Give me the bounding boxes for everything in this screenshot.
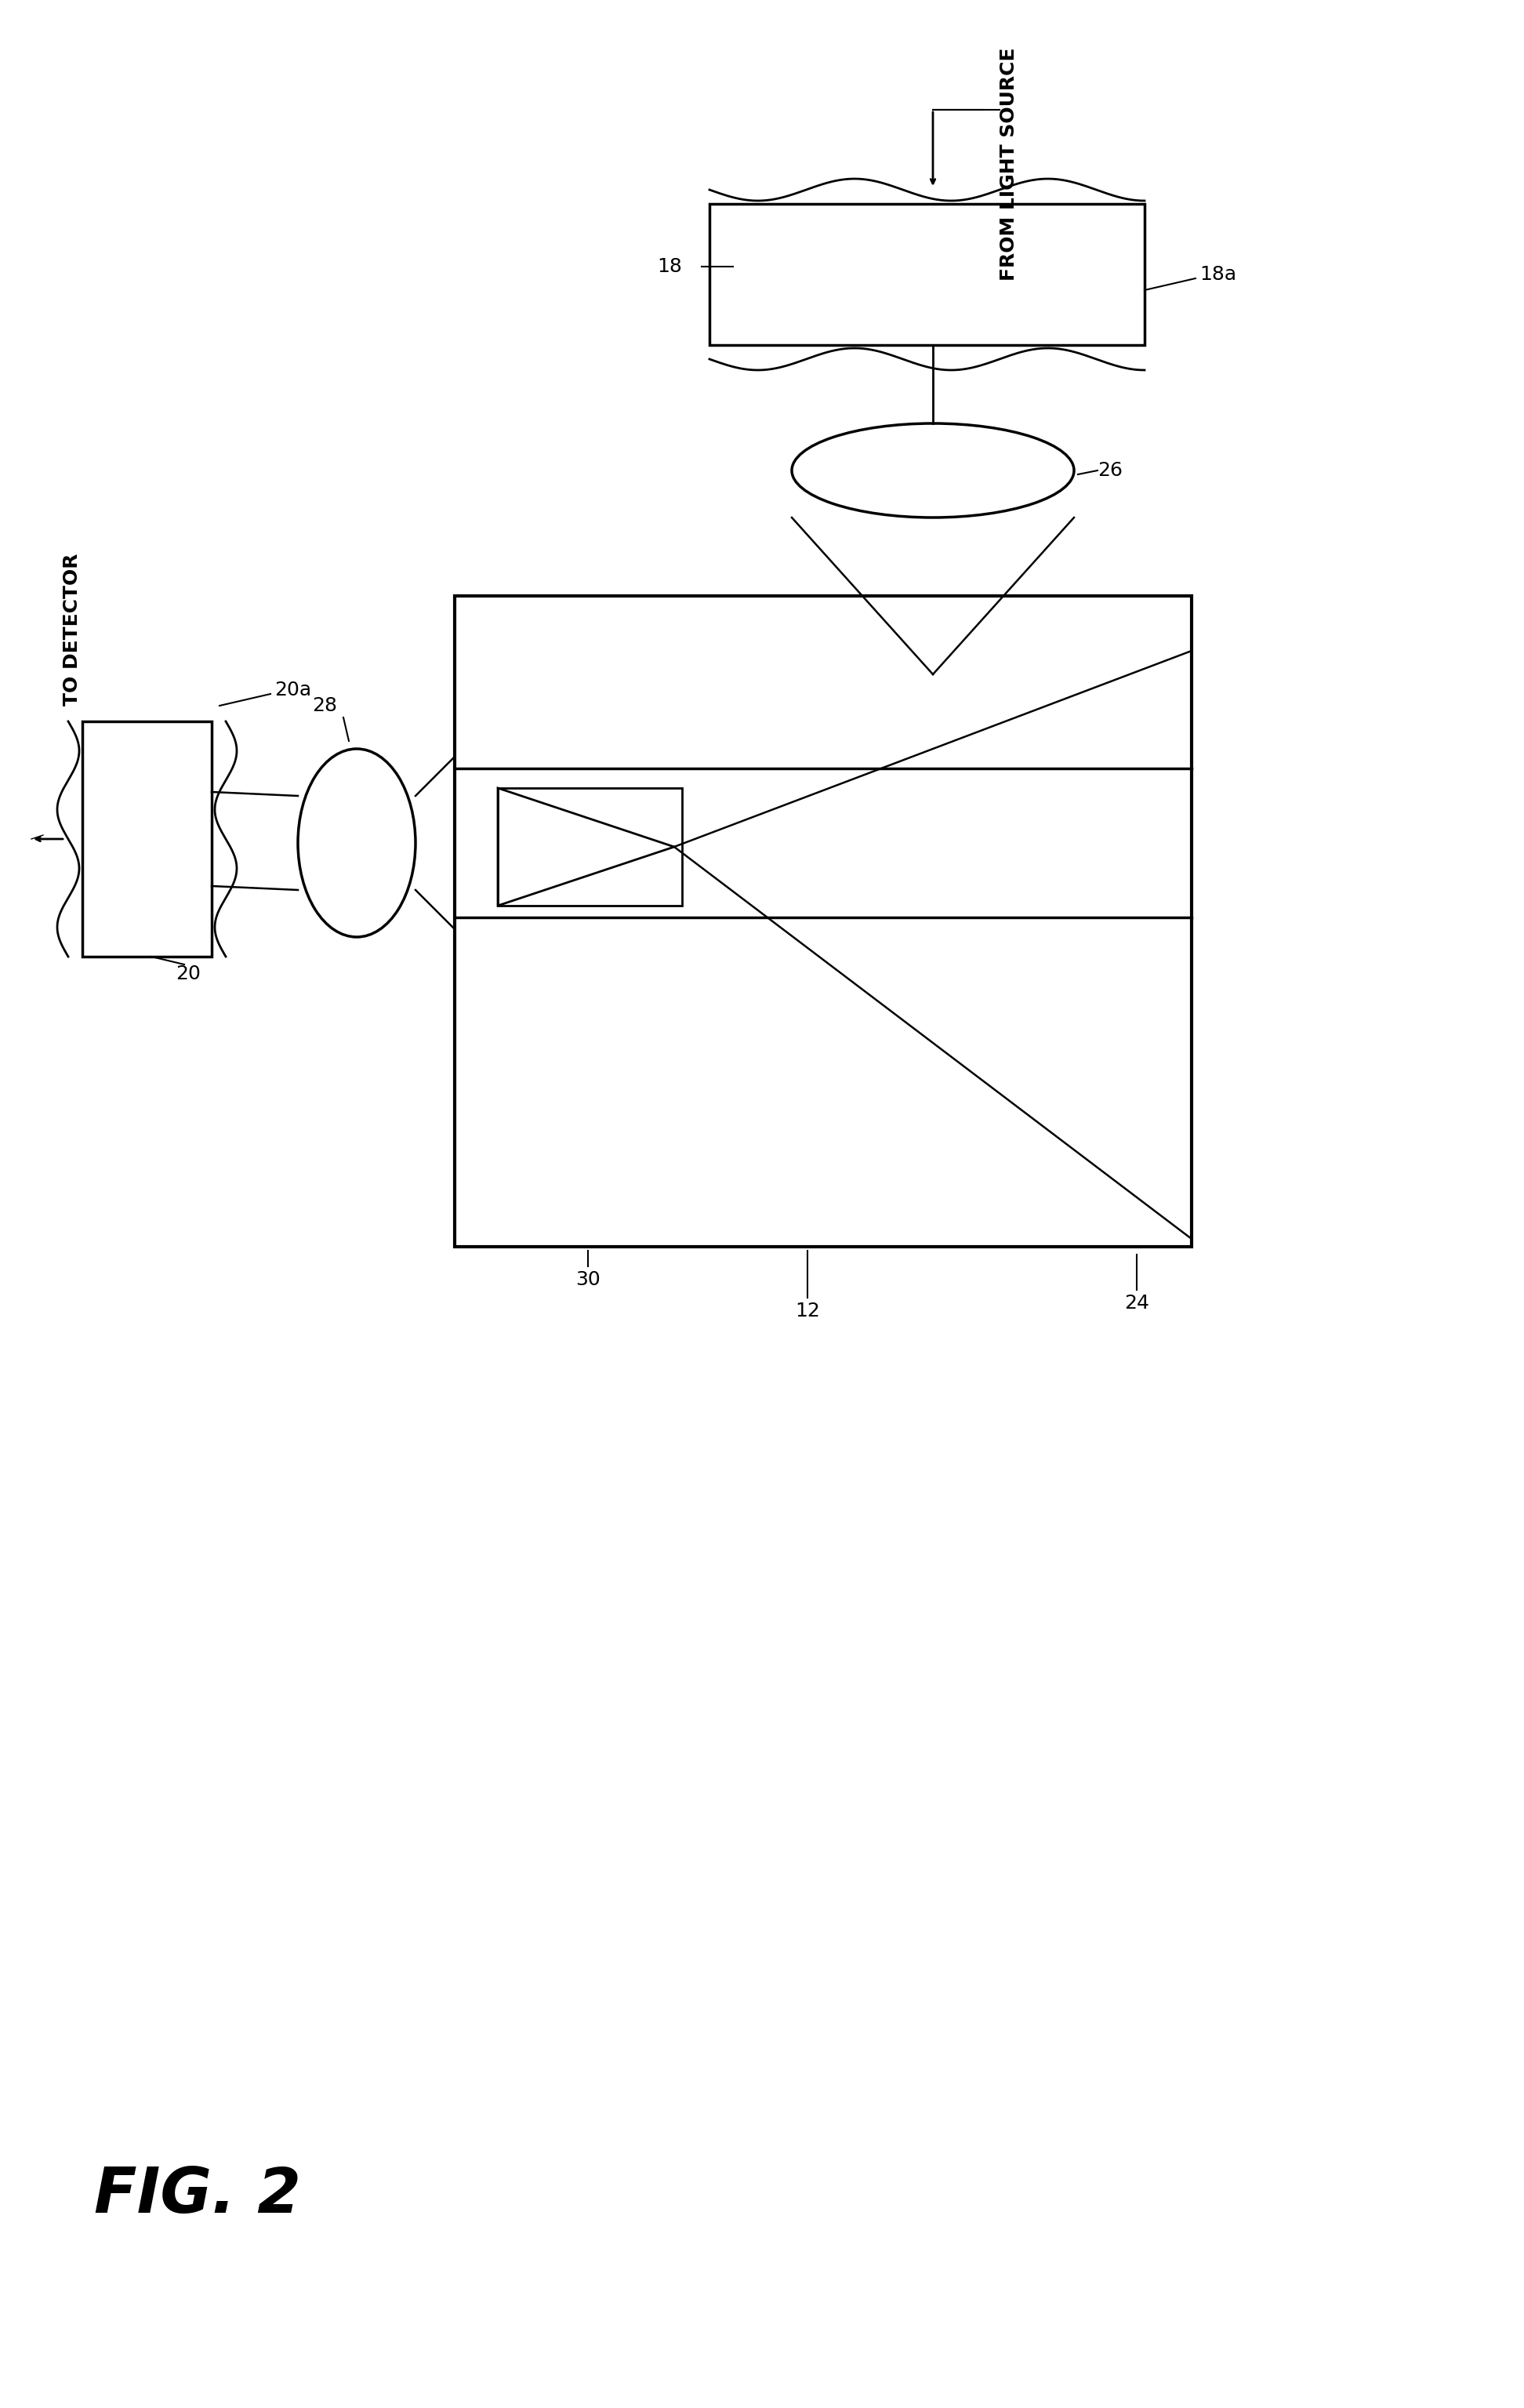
Text: 20: 20: [175, 966, 201, 982]
Text: 28: 28: [312, 696, 337, 715]
Bar: [82, 722, 212, 956]
Bar: [710, 205, 1145, 344]
Text: 18: 18: [657, 258, 683, 277]
Text: 18a: 18a: [1199, 265, 1236, 284]
Bar: [454, 595, 1192, 1247]
Text: 26: 26: [1097, 460, 1123, 479]
Text: FIG. 2: FIG. 2: [94, 2165, 300, 2225]
Text: 24: 24: [1125, 1293, 1149, 1312]
Bar: [498, 787, 683, 905]
Text: 12: 12: [796, 1303, 820, 1320]
Text: 20a: 20a: [274, 681, 311, 698]
Text: 30: 30: [576, 1271, 600, 1288]
Text: TO DETECTOR: TO DETECTOR: [62, 554, 81, 706]
Text: FROM LIGHT SOURCE: FROM LIGHT SOURCE: [1000, 48, 1018, 279]
